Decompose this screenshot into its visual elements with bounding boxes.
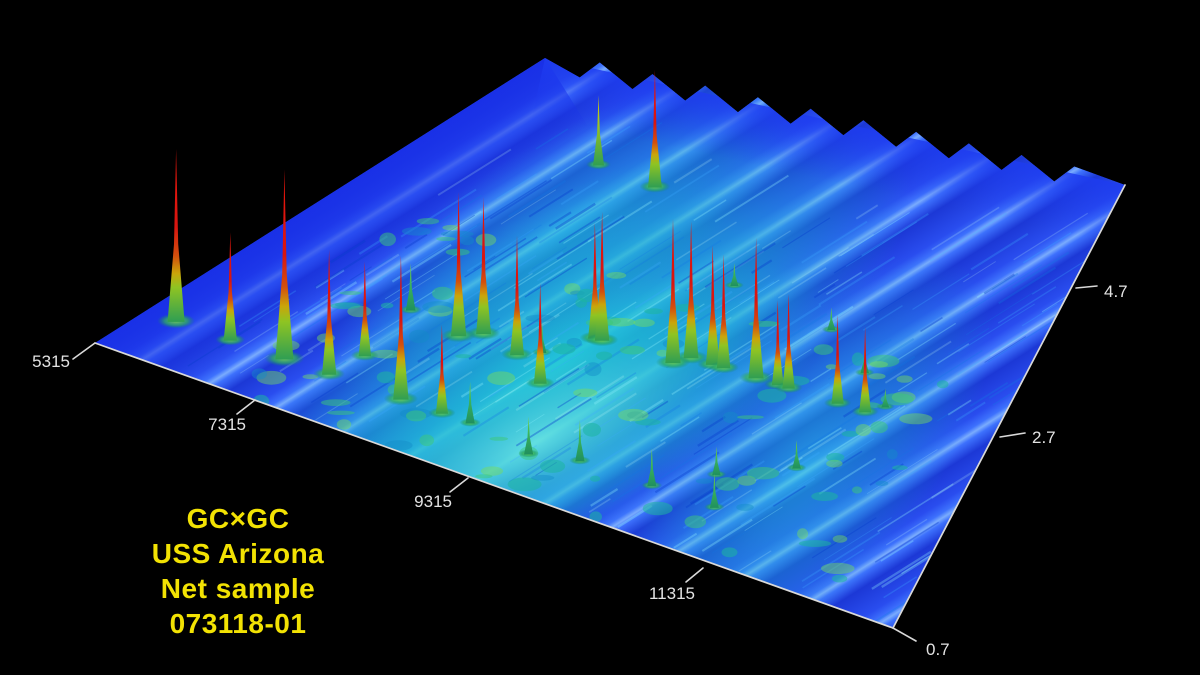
rt1-axis-line xyxy=(94,342,894,629)
rt2-tick-label-1: 4.7 xyxy=(1104,282,1128,301)
rt1-tick-mark-1 xyxy=(72,342,96,360)
rt1-tick-label-2: 7315 xyxy=(208,415,246,434)
chromatogram-peaks xyxy=(157,69,895,511)
rt2-axis: 4.7 2.7 0.7 xyxy=(892,184,1128,659)
annotation-line-sampletype: Net sample xyxy=(160,573,316,604)
sample-annotation: GC×GC USS Arizona Net sample 073118-01 xyxy=(123,501,353,641)
rt1-axis: 5315 7315 9315 11315 xyxy=(32,342,894,629)
rt2-tick-label-2: 2.7 xyxy=(1032,428,1056,447)
annotation-line-technique: GC×GC xyxy=(186,503,290,534)
rt2-tick-mark-3 xyxy=(892,627,917,642)
rt2-tick-mark-1 xyxy=(1075,285,1098,289)
annotation-line-sampleid: 073118-01 xyxy=(169,608,307,639)
annotation-line-source: USS Arizona xyxy=(151,538,325,569)
rt1-tick-mark-2 xyxy=(236,399,256,415)
rt1-tick-mark-3 xyxy=(449,477,469,493)
rt1-tick-label-3: 9315 xyxy=(414,492,452,511)
rt1-tick-label-4: 11315 xyxy=(649,584,695,603)
rt1-tick-label-1: 5315 xyxy=(32,352,70,371)
rt2-tick-mark-2 xyxy=(999,432,1026,438)
rt2-tick-label-3: 0.7 xyxy=(926,640,950,659)
rt1-tick-mark-4 xyxy=(685,567,704,583)
rt2-axis-line xyxy=(892,184,1126,629)
